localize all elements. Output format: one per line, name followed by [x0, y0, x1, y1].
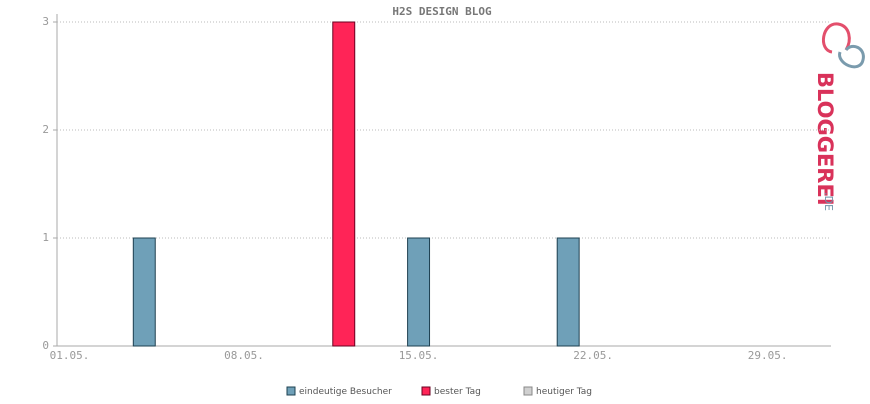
y-tick-label: 1	[42, 231, 49, 244]
y-tick-label: 2	[42, 123, 49, 136]
legend-swatch	[421, 386, 431, 396]
legend-label: bester Tag	[434, 387, 481, 397]
legend-swatch	[523, 386, 533, 396]
bar	[332, 21, 356, 347]
legend-label: heutiger Tag	[536, 387, 592, 397]
x-tick-label: 22.05.	[573, 349, 613, 362]
brand-name: BLOGGEREI	[813, 72, 837, 206]
brand-tld: .DE	[822, 192, 835, 211]
x-tick-label: 08.05.	[224, 349, 264, 362]
bar	[407, 237, 431, 347]
bar	[556, 237, 580, 347]
x-tick-label: 15.05.	[399, 349, 439, 362]
x-tick-label: 01.05.	[50, 349, 90, 362]
y-tick-label: 3	[42, 15, 49, 28]
logo-icon	[822, 22, 865, 69]
y-tick-label: 0	[42, 339, 49, 352]
chart-title: H2S DESIGN BLOG	[392, 5, 492, 18]
legend-label: eindeutige Besucher	[299, 387, 392, 397]
legend-swatch	[286, 386, 296, 396]
x-tick-label: 29.05.	[748, 349, 788, 362]
bar	[132, 237, 156, 347]
